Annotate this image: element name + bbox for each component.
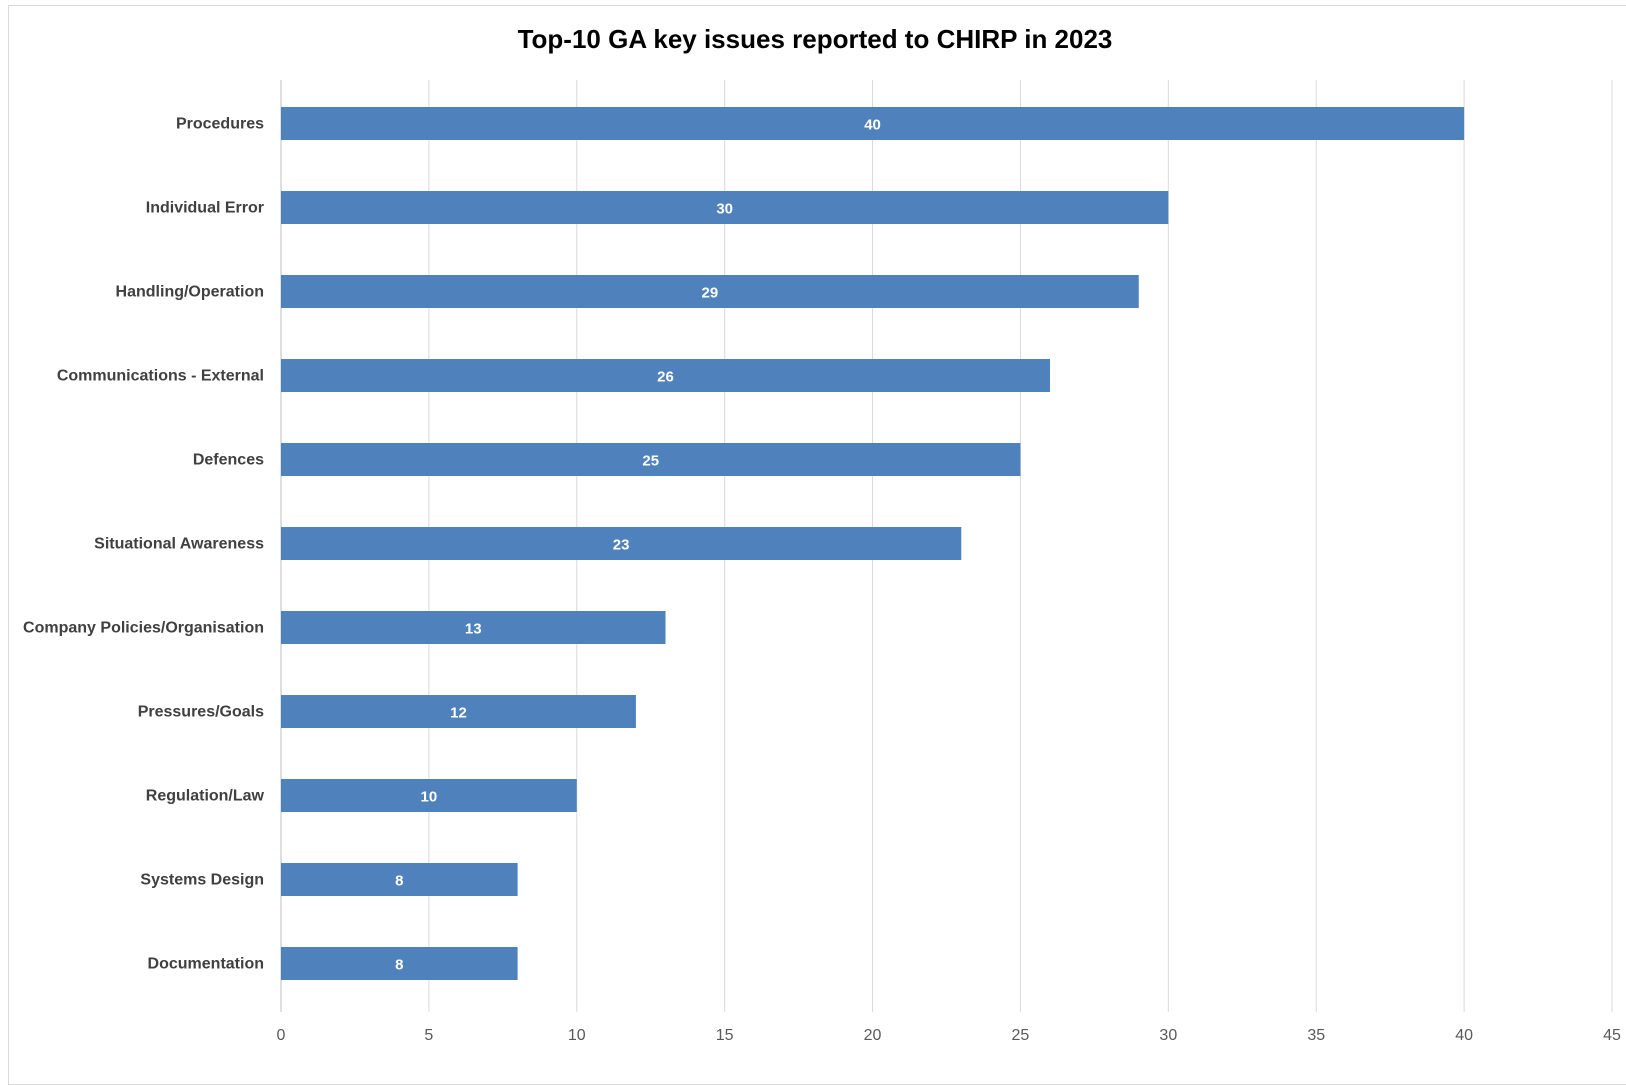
data-label: 12	[450, 705, 467, 722]
bar	[281, 695, 636, 728]
x-tick-label: 35	[1307, 1027, 1325, 1044]
data-label: 8	[395, 957, 403, 974]
category-label: Procedures	[176, 116, 264, 133]
category-label: Defences	[193, 452, 264, 469]
category-label: Situational Awareness	[94, 536, 264, 553]
category-label: Communications - External	[57, 368, 264, 385]
category-labels: Procedures Individual Error Handling/Opera…	[23, 116, 265, 973]
data-label: 30	[716, 201, 733, 218]
category-label: Regulation/Law	[146, 788, 265, 805]
data-label: 40	[864, 117, 881, 134]
bar	[281, 275, 1139, 308]
data-label: 10	[421, 789, 438, 806]
category-label: Company Policies/Organisation	[23, 620, 264, 637]
x-tick-label: 45	[1603, 1027, 1621, 1044]
x-tick-label: 0	[277, 1027, 286, 1044]
category-label: Pressures/Goals	[138, 704, 264, 721]
bar	[281, 527, 962, 560]
x-tick-label: 15	[716, 1027, 734, 1044]
bar	[281, 863, 518, 896]
x-tick-label: 5	[424, 1027, 433, 1044]
bar	[281, 779, 577, 812]
x-tick-label: 20	[864, 1027, 882, 1044]
data-label: 25	[642, 453, 659, 470]
bar	[281, 947, 518, 980]
x-tick-label: 10	[568, 1027, 586, 1044]
x-tick-label: 30	[1159, 1027, 1177, 1044]
bar-chart: Top-10 GA key issues reported to CHIRP i…	[23, 24, 1621, 1044]
bar	[281, 359, 1051, 392]
bar	[281, 191, 1169, 224]
category-label: Documentation	[148, 956, 264, 973]
x-tick-label: 25	[1012, 1027, 1030, 1044]
data-label: 26	[657, 369, 674, 386]
bar	[281, 107, 1465, 140]
chart-title: Top-10 GA key issues reported to CHIRP i…	[518, 24, 1113, 54]
data-label: 8	[395, 873, 403, 890]
category-label: Individual Error	[146, 200, 264, 217]
category-label: Systems Design	[140, 872, 264, 889]
x-tick-label: 40	[1455, 1027, 1473, 1044]
bar	[281, 611, 666, 644]
x-axis-tick-labels: 0 5 10 15 20 25 30 35 40 45	[277, 1027, 1621, 1044]
category-label: Handling/Operation	[116, 284, 264, 301]
data-label: 23	[613, 537, 630, 554]
data-label: 29	[702, 285, 719, 302]
data-label: 13	[465, 621, 482, 638]
bar	[281, 443, 1021, 476]
bars: 40 30 29 26 25 23 13 12 10 8 8	[281, 107, 1465, 980]
